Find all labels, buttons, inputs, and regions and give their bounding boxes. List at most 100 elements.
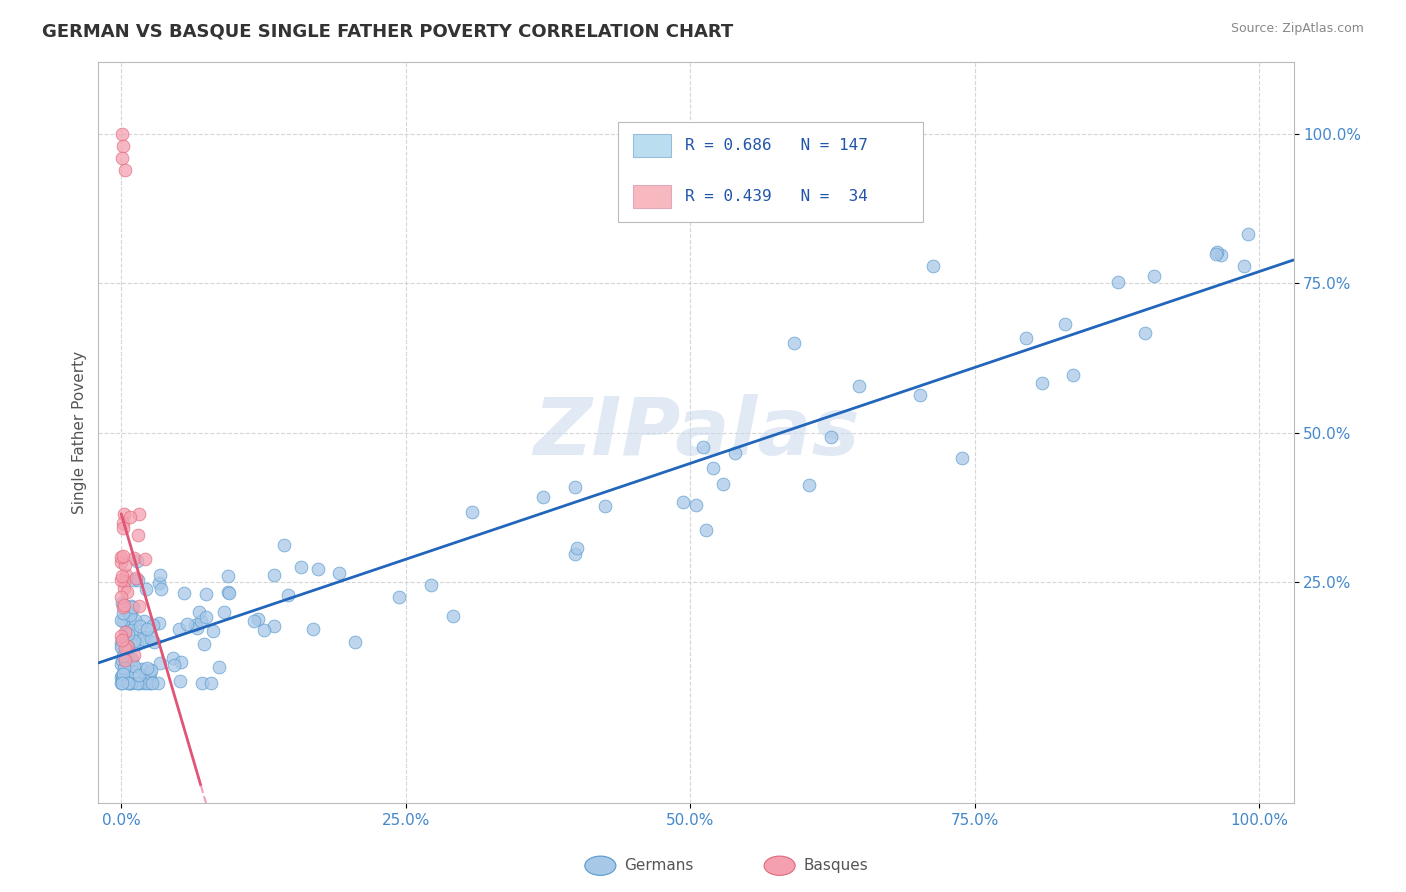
Circle shape xyxy=(763,856,796,875)
Point xyxy=(110,629,132,643)
Point xyxy=(134,676,156,690)
Point xyxy=(122,648,145,662)
Point xyxy=(111,673,134,687)
Point xyxy=(1206,245,1229,260)
Point xyxy=(110,640,132,655)
Point xyxy=(115,665,138,679)
Point xyxy=(122,600,145,615)
Point xyxy=(110,573,132,587)
Point xyxy=(1237,227,1260,241)
Point xyxy=(170,655,193,669)
Point xyxy=(595,499,617,513)
Point xyxy=(190,614,212,628)
Point xyxy=(564,547,586,561)
Point xyxy=(118,614,141,628)
Text: Basques: Basques xyxy=(804,858,869,873)
Point xyxy=(212,605,235,619)
Text: ZIPalas: ZIPalas xyxy=(533,393,859,472)
Point xyxy=(1211,248,1233,262)
Point xyxy=(125,676,148,690)
Point xyxy=(124,550,146,565)
Point xyxy=(125,554,148,568)
Point xyxy=(193,637,215,651)
Point xyxy=(111,632,134,647)
Point xyxy=(114,660,136,674)
Point xyxy=(132,614,155,628)
Point xyxy=(263,619,285,633)
Point xyxy=(328,566,350,581)
Point xyxy=(461,505,484,519)
Point xyxy=(290,560,312,574)
Text: R = 0.686   N = 147: R = 0.686 N = 147 xyxy=(685,138,868,153)
Point xyxy=(114,648,136,663)
Point xyxy=(111,606,134,620)
Point xyxy=(112,574,135,588)
Point xyxy=(1107,275,1129,289)
Point xyxy=(125,571,148,585)
FancyBboxPatch shape xyxy=(619,121,922,221)
Point xyxy=(273,538,295,552)
Point xyxy=(122,634,145,648)
Point xyxy=(135,630,157,644)
Point xyxy=(671,495,693,509)
Point xyxy=(695,524,717,538)
Point xyxy=(783,336,806,351)
Point xyxy=(167,622,190,636)
Point xyxy=(565,541,588,555)
Point xyxy=(127,676,149,690)
Point xyxy=(169,674,191,689)
Point xyxy=(141,676,163,690)
Point xyxy=(112,139,135,153)
Point xyxy=(115,585,138,599)
Point xyxy=(122,573,145,587)
Point xyxy=(162,651,184,665)
Point xyxy=(142,634,165,648)
Y-axis label: Single Father Poverty: Single Father Poverty xyxy=(72,351,87,514)
Point xyxy=(149,568,172,582)
Point xyxy=(148,575,170,590)
Point xyxy=(150,582,173,596)
Point xyxy=(1054,317,1077,331)
Point xyxy=(127,627,149,641)
Point xyxy=(820,430,842,444)
Point xyxy=(136,676,159,690)
Point xyxy=(110,549,132,564)
Point xyxy=(950,451,973,466)
Point xyxy=(111,127,134,141)
Point xyxy=(111,668,134,682)
Point xyxy=(173,586,195,600)
FancyBboxPatch shape xyxy=(633,134,671,157)
Point xyxy=(908,387,931,401)
Point xyxy=(136,661,159,675)
Point xyxy=(120,676,142,690)
Point xyxy=(110,590,132,604)
Point xyxy=(115,655,138,669)
Point xyxy=(218,586,240,600)
Point xyxy=(115,640,138,654)
Point xyxy=(112,516,135,530)
Point xyxy=(134,551,156,566)
Point xyxy=(702,461,724,475)
Text: Source: ZipAtlas.com: Source: ZipAtlas.com xyxy=(1230,22,1364,36)
Point xyxy=(112,648,135,663)
Point xyxy=(110,636,132,650)
Point xyxy=(110,555,132,569)
Point xyxy=(138,666,160,681)
Point xyxy=(114,162,136,177)
Point xyxy=(124,665,146,679)
Point xyxy=(128,599,150,613)
Point xyxy=(110,613,132,627)
Point xyxy=(301,622,323,636)
Point xyxy=(112,667,135,681)
Point xyxy=(420,578,443,592)
Point xyxy=(131,662,153,676)
Point xyxy=(115,633,138,648)
Point xyxy=(125,637,148,651)
Point xyxy=(711,477,734,491)
Point xyxy=(122,637,145,651)
Point xyxy=(263,567,285,582)
Point xyxy=(200,676,222,690)
Point xyxy=(149,656,172,670)
Point xyxy=(114,624,136,639)
Text: Germans: Germans xyxy=(624,858,693,873)
